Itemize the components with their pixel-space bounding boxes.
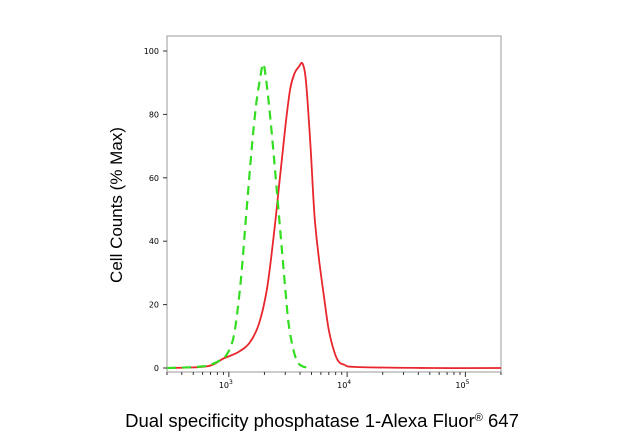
control-histogram-line <box>166 62 312 370</box>
x-axis-title: Dual specificity phosphatase 1-Alexa Flu… <box>125 410 519 431</box>
y-tick-label: 0 <box>154 364 159 373</box>
series-layer <box>166 61 502 370</box>
y-tick-label: 40 <box>149 237 159 246</box>
sample-histogram-line <box>166 61 502 369</box>
x-tick-label: 104 <box>337 379 351 390</box>
plot-frame <box>166 35 502 373</box>
x-tick-label: 103 <box>219 379 233 390</box>
x-tick-label: 105 <box>455 379 469 390</box>
x-axis-title-suffix: 647 <box>483 410 519 431</box>
y-tick-label: 100 <box>144 47 159 56</box>
y-tick-label: 20 <box>149 301 159 310</box>
y-axis: 0 20 40 60 80 100 <box>144 47 167 373</box>
y-tick-label: 80 <box>149 110 159 119</box>
x-axis-title-main: Dual specificity phosphatase 1-Alexa Flu… <box>125 410 475 431</box>
x-axis: 103 104 105 <box>166 372 502 390</box>
y-tick-label: 60 <box>149 174 159 183</box>
x-axis-title-sup: ® <box>475 412 483 424</box>
y-axis-title: Cell Counts (% Max) <box>107 127 126 283</box>
